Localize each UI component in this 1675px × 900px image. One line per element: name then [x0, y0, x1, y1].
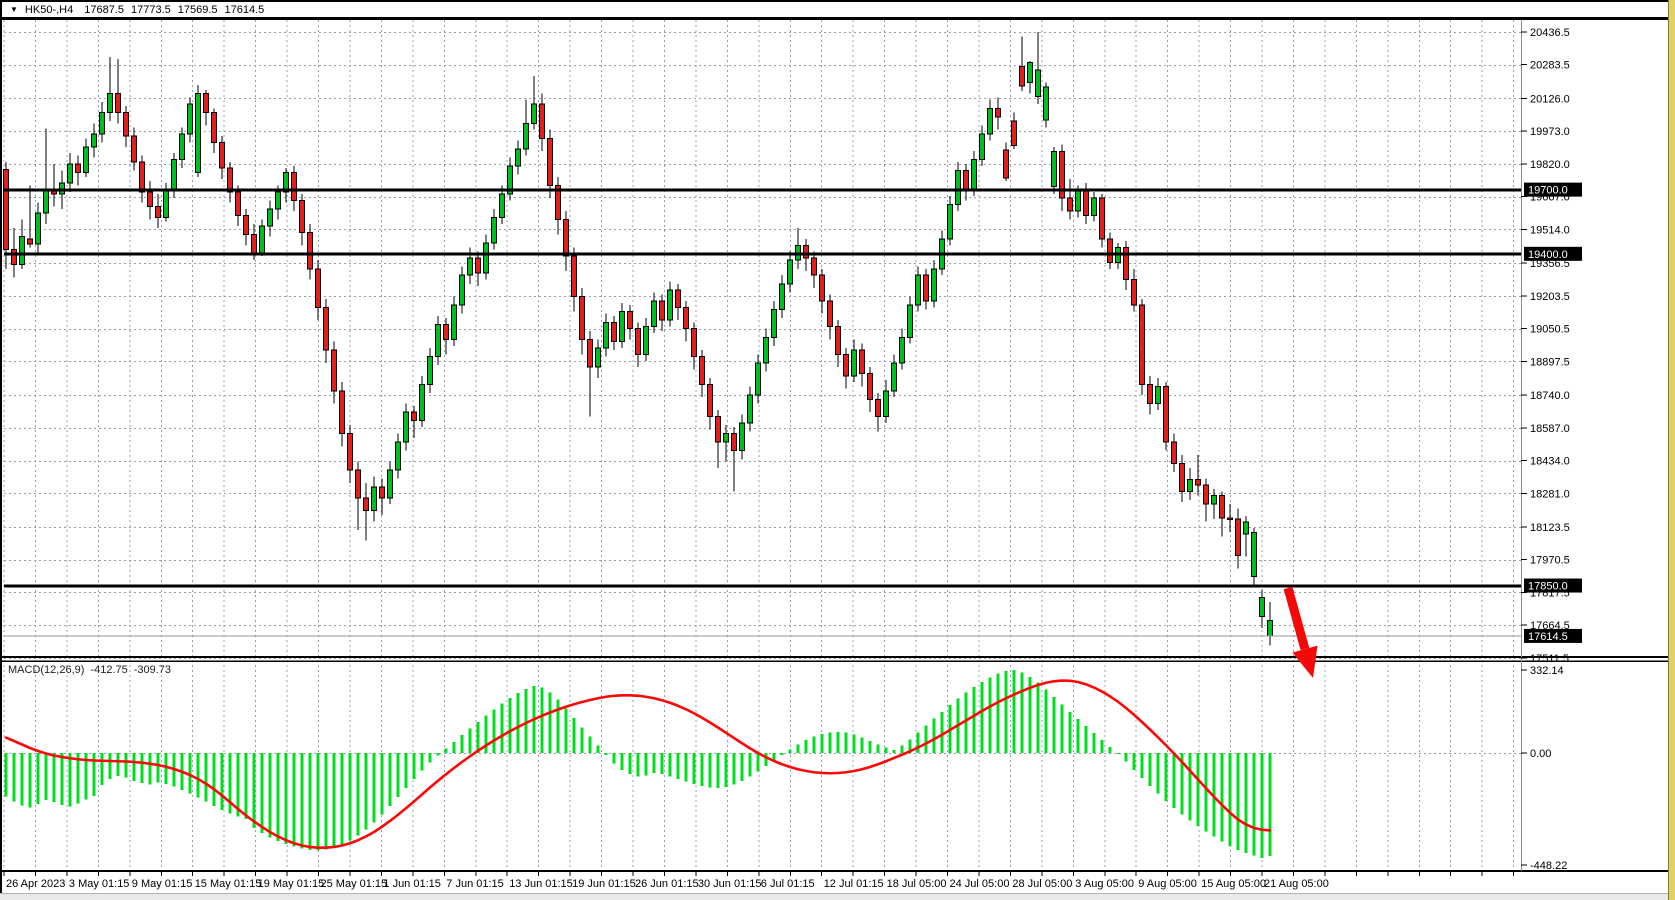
axis-label: 20126.0: [1530, 93, 1570, 105]
axis-label: 18434.0: [1530, 456, 1570, 468]
date-axis[interactable]: 26 Apr 2023 3 May 01:15 9 May 01:15 15 May …: [3, 872, 1515, 890]
axis-label: 17511.5: [1530, 653, 1569, 665]
axis-label: 19356.5: [1530, 258, 1570, 270]
window-left-border: [0, 0, 2, 893]
ohlc-high-value: 17773.5: [130, 3, 171, 16]
price-badge-19400.0: 19400.0: [1524, 246, 1582, 261]
macd-main-value: -412.75: [90, 664, 128, 676]
axis-label: 19820.0: [1530, 159, 1570, 171]
axis-label: 12 Jul 01:15: [824, 878, 884, 890]
axis-label: 19050.5: [1530, 324, 1570, 336]
axis-label: 19203.5: [1530, 291, 1570, 303]
axis-label: 0.00: [1530, 748, 1551, 760]
axis-label: 18587.0: [1530, 423, 1570, 435]
symbol-period-label: HK50-,H4: [24, 3, 74, 16]
axis-label: -448.22: [1530, 860, 1567, 872]
axis-label: 17850.0: [1528, 581, 1568, 593]
grid-layer: [3, 20, 1521, 871]
price-axis[interactable]: 20436.520283.520126.019973.019820.019667…: [1521, 27, 1570, 872]
window-bottom-strip: [0, 893, 1668, 900]
axis-label: 20436.5: [1530, 27, 1570, 39]
ohlc-close-value: 17614.5: [224, 3, 265, 16]
axis-label: 9 May 01:15: [132, 878, 193, 890]
down-arrow-annotation[interactable]: [1283, 586, 1318, 678]
axis-label: 24 Jul 05:00: [950, 878, 1010, 890]
axis-label: 26 Apr 2023: [6, 878, 65, 890]
axis-label: 3 May 01:15: [69, 878, 130, 890]
axis-label: 332.14: [1530, 665, 1564, 677]
axis-label: 19973.0: [1530, 126, 1570, 138]
axis-label: 6 Jul 01:15: [761, 878, 815, 890]
axis-label: 25 May 01:15: [321, 878, 388, 890]
price-badge-19700.0: 19700.0: [1524, 182, 1582, 197]
axis-label: 26 Jun 01:15: [635, 878, 699, 890]
axis-label: 18281.0: [1530, 488, 1570, 500]
axis-label: 1 Jun 01:15: [383, 878, 441, 890]
axis-label: 18 Jul 05:00: [887, 878, 947, 890]
axis-label: 15 Aug 05:00: [1201, 878, 1266, 890]
axis-label: 19700.0: [1528, 185, 1568, 197]
axis-label: 19400.0: [1528, 249, 1568, 261]
axis-label: 3 Aug 05:00: [1075, 878, 1134, 890]
macd-signal-value: -309.73: [133, 664, 172, 676]
axis-label: 28 Jul 05:00: [1012, 878, 1072, 890]
window-top-border: [0, 0, 1675, 2]
axis-label: 21 Aug 05:00: [1264, 878, 1329, 890]
axis-label: 19514.0: [1530, 224, 1570, 236]
axis-label: 18740.0: [1530, 390, 1570, 402]
axis-label: 7 Jun 01:15: [446, 878, 504, 890]
panel-borders: [2, 19, 1668, 872]
macd-histogram: [4, 670, 1272, 858]
current-price-badge: 17614.5: [1524, 628, 1582, 643]
axis-label: 19 May 01:15: [258, 878, 325, 890]
price-badge-17850.0: 17850.0: [1524, 578, 1582, 593]
axis-label: 30 Jun 01:15: [698, 878, 762, 890]
support-lines: [4, 188, 1521, 588]
symbol-dropdown-icon[interactable]: ▼: [10, 4, 18, 14]
axis-label: 17970.5: [1530, 555, 1570, 567]
axis-label: 15 May 01:15: [195, 878, 262, 890]
axis-label: 13 Jun 01:15: [509, 878, 573, 890]
macd-signal-line: [4, 679, 1272, 850]
axis-label: 20283.5: [1530, 60, 1570, 72]
ohlc-low-value: 17569.5: [177, 3, 218, 16]
axis-label: 17614.5: [1528, 631, 1568, 643]
axis-label: 19 Jun 01:15: [572, 878, 636, 890]
window-right-edge[interactable]: [1668, 0, 1675, 900]
axis-label: 18123.5: [1530, 522, 1570, 534]
chart-header: ▼ HK50-,H4 17687.5 17773.5 17569.5 17614…: [2, 2, 1668, 19]
candles-layer: [3, 32, 1273, 646]
macd-indicator-label: MACD(12,26,9) -412.75 -309.73: [8, 664, 171, 676]
axis-label: 9 Aug 05:00: [1138, 878, 1197, 890]
axis-label: 18897.5: [1530, 356, 1570, 368]
ohlc-open-value: 17687.5: [84, 3, 124, 16]
macd-name: MACD(12,26,9): [8, 664, 85, 676]
